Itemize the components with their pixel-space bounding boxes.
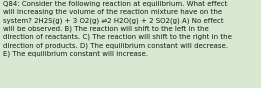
Text: Q84: Consider the following reaction at equilibrium. What effect
will increasing: Q84: Consider the following reaction at … — [3, 1, 232, 57]
